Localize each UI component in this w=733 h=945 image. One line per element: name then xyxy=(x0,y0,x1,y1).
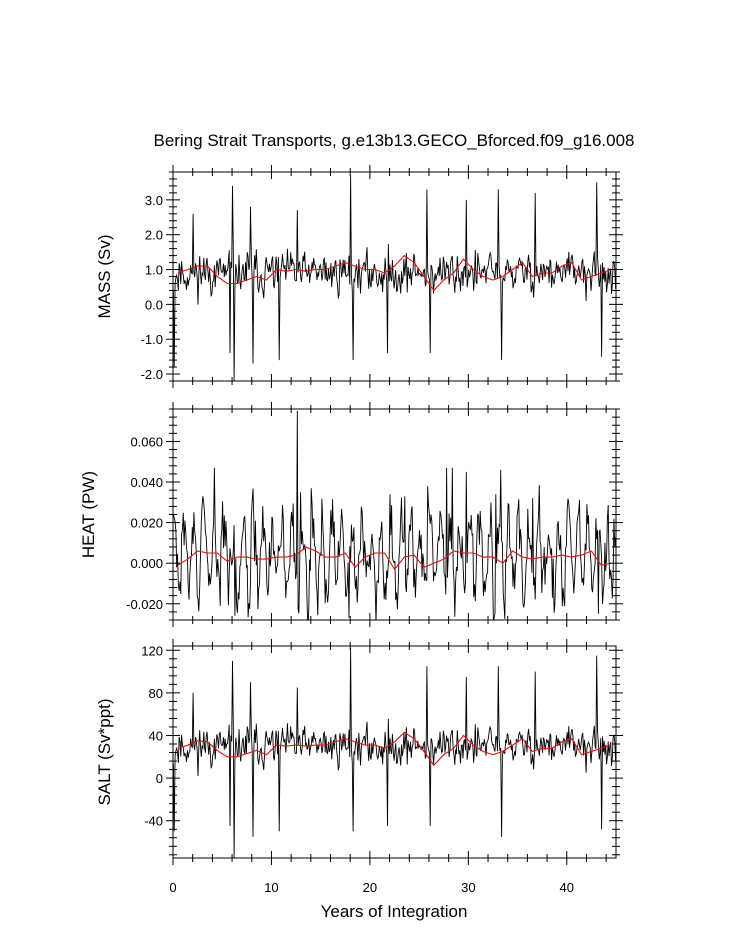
x-tick-label: 10 xyxy=(264,880,278,895)
y-tick-label: 0.060 xyxy=(130,434,163,449)
y-tick-label: 0 xyxy=(156,771,163,786)
series-annual-mean-line xyxy=(177,731,612,767)
y-tick-label: 1.0 xyxy=(145,263,163,278)
panel-frame xyxy=(172,645,617,859)
panel-3: -40 0 40 80 120 SALT (Sv*ppt) xyxy=(95,639,623,865)
y-axis-label: SALT (Sv*ppt) xyxy=(95,698,114,805)
y-tick-label: 80 xyxy=(149,686,163,701)
y-axis-label: MASS (Sv) xyxy=(95,234,114,318)
y-tick-label: 3.0 xyxy=(145,193,163,208)
x-axis-label: Years of Integration xyxy=(321,902,468,921)
y-tick-label: 40 xyxy=(149,728,163,743)
y-tick-label: -40 xyxy=(144,814,163,829)
chart-panels: -2.0 -1.0 0.0 1.0 2.0 3.0 MASS (Sv) -0.020 0.000… xyxy=(79,165,623,895)
x-tick-label: 30 xyxy=(461,880,475,895)
chart-title: Bering Strait Transports, g.e13b13.GECO_… xyxy=(153,131,634,150)
y-tick-label: -2.0 xyxy=(141,367,163,382)
x-tick-label: 0 xyxy=(169,880,176,895)
y-tick-label: 0.0 xyxy=(145,297,163,312)
y-tick-label: -0.020 xyxy=(126,597,163,612)
series-annual-mean-line xyxy=(177,254,612,292)
panel-1: -2.0 -1.0 0.0 1.0 2.0 3.0 MASS (Sv) xyxy=(95,165,623,388)
y-axis-label: HEAT (PW) xyxy=(79,471,98,558)
panel-2: -0.020 0.000 0.020 0.040 0.060 HEAT (PW) xyxy=(79,402,623,627)
y-tick-label: 2.0 xyxy=(145,228,163,243)
series-monthly-line xyxy=(173,175,616,381)
y-tick-label: 0.000 xyxy=(130,556,163,571)
y-tick-label: 0.040 xyxy=(130,475,163,490)
y-tick-label: -1.0 xyxy=(141,332,163,347)
y-tick-label: 120 xyxy=(141,643,163,658)
series-monthly-line xyxy=(173,410,616,620)
series-monthly-line xyxy=(173,648,616,858)
x-tick-label: 40 xyxy=(560,880,574,895)
series-annual-mean-line xyxy=(177,546,612,571)
x-tick-label: 20 xyxy=(363,880,377,895)
y-tick-label: 0.020 xyxy=(130,516,163,531)
